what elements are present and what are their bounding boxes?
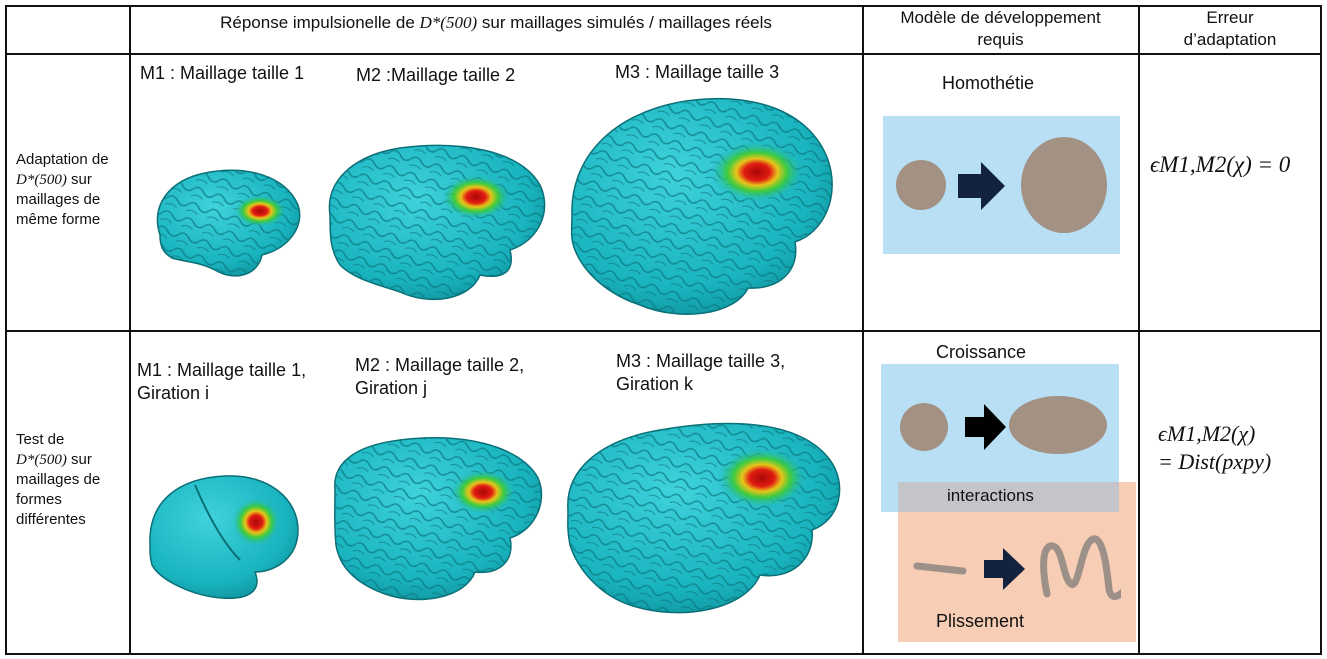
row2-label-line4: formes bbox=[16, 491, 62, 508]
row2-mesh-label-m3: M3 : Maillage taille 3, Giration k bbox=[616, 350, 785, 396]
row2-label-math-suffix: sur bbox=[71, 451, 92, 468]
row1-mesh-label-m2: M2 :Maillage taille 2 bbox=[356, 65, 516, 85]
row2-m3-activation bbox=[718, 448, 806, 508]
header-impulse-suffix: sur maillages simulés / maillages réels bbox=[481, 13, 772, 32]
row1-label-line3: maillages de bbox=[16, 191, 101, 208]
table-col-divider-1 bbox=[129, 5, 131, 654]
homothetie-arrow-icon bbox=[958, 162, 1005, 210]
row1-m1-activation bbox=[234, 195, 286, 227]
model-croissance-diagram bbox=[900, 396, 1121, 600]
croissance-ellipse bbox=[1009, 396, 1107, 454]
row2-label-line2: D*(500) sur bbox=[16, 450, 128, 470]
table-col-divider-2 bbox=[862, 5, 864, 654]
row1-brain-m3 bbox=[570, 97, 833, 315]
table-border-mid bbox=[5, 330, 1322, 332]
row1-label-line1: Adaptation de bbox=[16, 151, 109, 168]
row2-label-line1: Test de bbox=[16, 431, 65, 448]
row1-label: Adaptation de D*(500) sur maillages de m… bbox=[16, 150, 128, 230]
row2-mesh-label-m3-line2: Giration k bbox=[616, 374, 694, 394]
row1-mesh-label-m3: M3 : Maillage taille 3 bbox=[615, 62, 780, 82]
model-homothetie-diagram bbox=[896, 137, 1107, 233]
row2-mesh-label-m3-line1: M3 : Maillage taille 3, bbox=[616, 351, 786, 371]
header-impulse-math: D*(500) bbox=[419, 13, 478, 32]
row2-brain-m1 bbox=[149, 475, 299, 599]
model-croissance-title: Croissance bbox=[936, 342, 1027, 362]
model-plissement-label: Plissement bbox=[936, 611, 1025, 631]
row2-mesh-label-m2-line2: Giration j bbox=[355, 378, 428, 398]
row1-label-line2: D*(500) sur bbox=[16, 170, 128, 190]
homothetie-small-circle bbox=[896, 160, 946, 210]
croissance-arrow-icon bbox=[965, 404, 1006, 450]
row1-m3-activation bbox=[711, 142, 803, 202]
model-homothetie-title: Homothétie bbox=[942, 73, 1035, 93]
croissance-small-circle bbox=[900, 403, 948, 451]
model-interactions-label: interactions bbox=[947, 486, 1034, 505]
table-border-left bbox=[5, 5, 7, 654]
plissement-flat-line bbox=[913, 562, 967, 575]
row1-brain-m2 bbox=[328, 144, 546, 301]
plissement-arrow-icon bbox=[984, 548, 1025, 590]
error-formula-row2: ϵM1,M2(χ) = Dist(pxpy) bbox=[1158, 420, 1271, 476]
row1-brain-m1 bbox=[156, 169, 301, 277]
table-border-right bbox=[1320, 5, 1322, 654]
row2-brain-m3 bbox=[567, 422, 841, 614]
error-formula-row2-line1: ϵM1,M2(χ) bbox=[1158, 421, 1256, 446]
row1-m2-activation bbox=[442, 175, 510, 219]
header-development-model: Modèle de développement requis bbox=[900, 8, 1101, 49]
row2-m2-activation bbox=[451, 470, 515, 514]
error-formula-row2-line2: = Dist(pxpy) bbox=[1158, 449, 1272, 474]
header-impulse-response: Réponse impulsionelle de D*(500) sur mai… bbox=[130, 12, 862, 34]
row2-label: Test de D*(500) sur maillages de formes … bbox=[16, 430, 128, 530]
model-overlap-box bbox=[898, 482, 1119, 512]
table-border-header bbox=[5, 53, 1322, 55]
row2-label-line3: maillages de bbox=[16, 471, 101, 488]
row2-label-line5: différentes bbox=[16, 511, 86, 528]
row2-mesh-label-m1-line1: M1 : Maillage taille 1, bbox=[137, 360, 307, 380]
row1-mesh-label-m1: M1 : Maillage taille 1 bbox=[140, 63, 305, 83]
header-impulse-prefix: Réponse impulsionelle de bbox=[220, 13, 415, 32]
row2-brain-m2 bbox=[334, 437, 543, 601]
row2-label-math: D*(500) bbox=[16, 452, 67, 468]
plissement-wave bbox=[1040, 535, 1121, 600]
table-col-divider-3 bbox=[1138, 5, 1140, 654]
row2-mesh-label-m2-line1: M2 : Maillage taille 2, bbox=[355, 355, 525, 375]
row2-mesh-label-m1-line2: Giration i bbox=[137, 383, 210, 403]
header-adaptation-error: Erreur d’adaptation bbox=[1183, 8, 1277, 49]
row1-label-line4: même forme bbox=[16, 211, 101, 228]
row1-label-math-suffix: sur bbox=[71, 171, 92, 188]
table-border-bottom bbox=[5, 653, 1322, 655]
homothetie-large-ellipse bbox=[1021, 137, 1107, 233]
row2-mesh-label-m2: M2 : Maillage taille 2, Giration j bbox=[355, 354, 524, 400]
error-formula-row1: ϵM1,M2(χ) = 0 bbox=[1150, 152, 1291, 177]
table-border-top bbox=[5, 5, 1322, 7]
row2-mesh-label-m1: M1 : Maillage taille 1, Giration i bbox=[137, 359, 306, 405]
row2-m1-activation bbox=[232, 498, 280, 546]
row1-label-math: D*(500) bbox=[16, 172, 67, 188]
